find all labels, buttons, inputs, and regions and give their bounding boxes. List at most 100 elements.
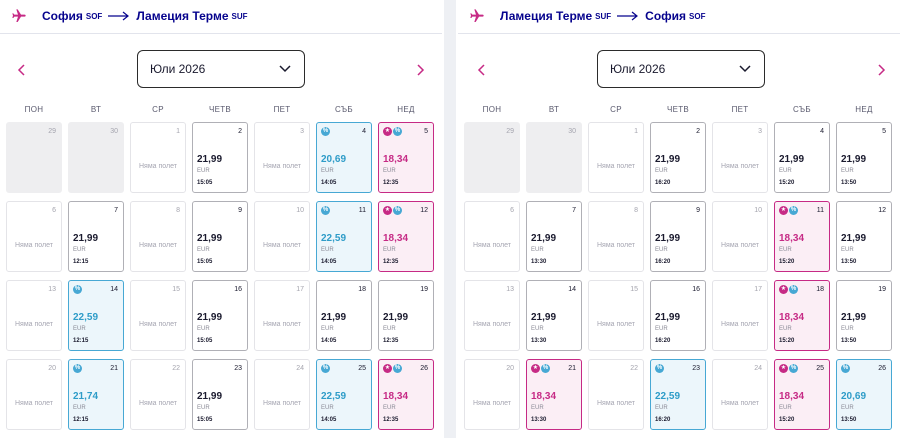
next-month-button[interactable] [411, 60, 431, 80]
day-cell[interactable]: 7 21,99 EUR 13:30 [526, 201, 582, 272]
fare-price: 21,99 [73, 233, 99, 244]
fare-price: 21,99 [197, 391, 223, 402]
day-cell[interactable]: 21 ★% 18,34 EUR 13:30 [526, 359, 582, 430]
day-cell[interactable]: 11% 22,59 EUR 14:05 [316, 201, 372, 272]
club-star-icon: ★ [779, 364, 788, 373]
day-cell[interactable]: 9 21,99 EUR 15:05 [192, 201, 248, 272]
day-number: 3 [758, 128, 762, 135]
fare-price: 21,99 [841, 154, 867, 165]
day-number: 4 [362, 128, 366, 135]
departure-time: 16:20 [655, 338, 671, 344]
day-cell[interactable]: 7 21,99 EUR 12:15 [68, 201, 124, 272]
currency-label: EUR [383, 247, 396, 253]
day-cell[interactable]: 19 21,99 EUR 12:35 [378, 280, 434, 351]
discount-icon: % [841, 364, 850, 373]
month-select[interactable]: Юли 2026 [597, 50, 765, 88]
fare-price: 21,99 [197, 312, 223, 323]
next-month-button[interactable] [872, 60, 892, 80]
no-flight-label: Няма полет [263, 400, 301, 407]
day-cell[interactable]: 2 21,99 EUR 15:05 [192, 122, 248, 193]
day-cell[interactable]: 2 21,99 EUR 16:20 [650, 122, 706, 193]
day-cell[interactable]: 25% 22,59 EUR 14:05 [316, 359, 372, 430]
day-number: 8 [176, 207, 180, 214]
day-number: 13 [506, 286, 514, 293]
day-cell[interactable]: 18 ★% 18,34 EUR 15:20 [774, 280, 830, 351]
day-cell: 15 Няма полет [130, 280, 186, 351]
day-cell[interactable]: 26 ★% 18,34 EUR 12:35 [378, 359, 434, 430]
prev-month-button[interactable] [471, 60, 491, 80]
no-flight-label: Няма полет [721, 163, 759, 170]
day-cell[interactable]: 23% 22,59 EUR 16:20 [650, 359, 706, 430]
day-number: 6 [510, 207, 514, 214]
day-cell[interactable]: 21% 21,74 EUR 12:15 [68, 359, 124, 430]
day-number: 9 [238, 207, 242, 214]
day-cell[interactable]: 16 21,99 EUR 16:20 [650, 280, 706, 351]
fare-badges: ★% [779, 285, 799, 294]
weekday-header: ПОН ВТ СР ЧЕТВ ПЕТ СЪБ НЕД [6, 105, 440, 117]
weekday-label: ПОН [24, 105, 44, 114]
no-flight-label: Няма полет [139, 321, 177, 328]
month-select[interactable]: Юли 2026 [137, 50, 305, 88]
weekday-label: СЪБ [335, 105, 353, 114]
discount-icon: % [789, 206, 798, 215]
discount-icon: % [73, 364, 82, 373]
fare-price: 21,74 [73, 391, 99, 402]
day-cell[interactable]: 26% 20,69 EUR 13:50 [836, 359, 892, 430]
currency-label: EUR [779, 168, 792, 174]
fare-price: 21,99 [531, 233, 557, 244]
departure-time: 16:20 [655, 259, 671, 265]
fare-price: 18,34 [383, 391, 409, 402]
chevron-right-icon [878, 64, 886, 76]
no-flight-label: Няма полет [473, 321, 511, 328]
departure-time: 13:30 [531, 417, 547, 423]
no-flight-label: Няма полет [15, 242, 53, 249]
day-number: 6 [52, 207, 56, 214]
departure-time: 15:05 [197, 417, 213, 423]
day-cell: 24 Няма полет [712, 359, 768, 430]
day-number: 29 [48, 128, 56, 135]
fare-price: 21,99 [197, 154, 223, 165]
day-cell[interactable]: 12 21,99 EUR 13:50 [836, 201, 892, 272]
day-cell[interactable]: 4% 20,69 EUR 14:05 [316, 122, 372, 193]
route-header: Ламеция Терме SUF София SOF [468, 6, 706, 26]
day-number: 20 [48, 365, 56, 372]
day-cell[interactable]: 14% 22,59 EUR 12:15 [68, 280, 124, 351]
weekday-label: ПЕТ [731, 105, 749, 114]
fare-price: 18,34 [779, 233, 805, 244]
day-number: 2 [696, 128, 700, 135]
no-flight-label: Няма полет [15, 321, 53, 328]
day-number: 21 [568, 365, 576, 372]
day-number: 26 [420, 365, 428, 372]
day-number: 3 [300, 128, 304, 135]
destination-code: SUF [231, 11, 248, 21]
day-cell[interactable]: 25 ★% 18,34 EUR 15:20 [774, 359, 830, 430]
day-cell[interactable]: 23 21,99 EUR 15:05 [192, 359, 248, 430]
currency-label: EUR [531, 405, 544, 411]
currency-label: EUR [73, 326, 86, 332]
day-cell[interactable]: 18 21,99 EUR 14:05 [316, 280, 372, 351]
day-number: 10 [754, 207, 762, 214]
discount-icon: % [789, 364, 798, 373]
currency-label: EUR [321, 168, 334, 174]
prev-month-button[interactable] [11, 60, 31, 80]
discount-icon: % [321, 127, 330, 136]
day-cell[interactable]: 19 21,99 EUR 13:50 [836, 280, 892, 351]
currency-label: EUR [841, 326, 854, 332]
plane-icon [12, 9, 26, 22]
day-cell: 20 Няма полет [464, 359, 520, 430]
day-cell[interactable]: 14 21,99 EUR 13:30 [526, 280, 582, 351]
day-cell[interactable]: 9 21,99 EUR 16:20 [650, 201, 706, 272]
day-number: 25 [358, 365, 366, 372]
day-cell[interactable]: 5 ★% 18,34 EUR 12:35 [378, 122, 434, 193]
fare-badges: % [321, 127, 331, 136]
day-cell[interactable]: 5 21,99 EUR 13:50 [836, 122, 892, 193]
day-cell[interactable]: 12 ★% 18,34 EUR 12:35 [378, 201, 434, 272]
no-flight-label: Няма полет [263, 321, 301, 328]
day-number: 23 [692, 365, 700, 372]
day-cell[interactable]: 16 21,99 EUR 15:05 [192, 280, 248, 351]
day-cell[interactable]: 4 21,99 EUR 15:20 [774, 122, 830, 193]
discount-icon: % [393, 364, 402, 373]
fare-price: 21,99 [531, 312, 557, 323]
club-star-icon: ★ [779, 206, 788, 215]
day-cell[interactable]: 11 ★% 18,34 EUR 15:20 [774, 201, 830, 272]
